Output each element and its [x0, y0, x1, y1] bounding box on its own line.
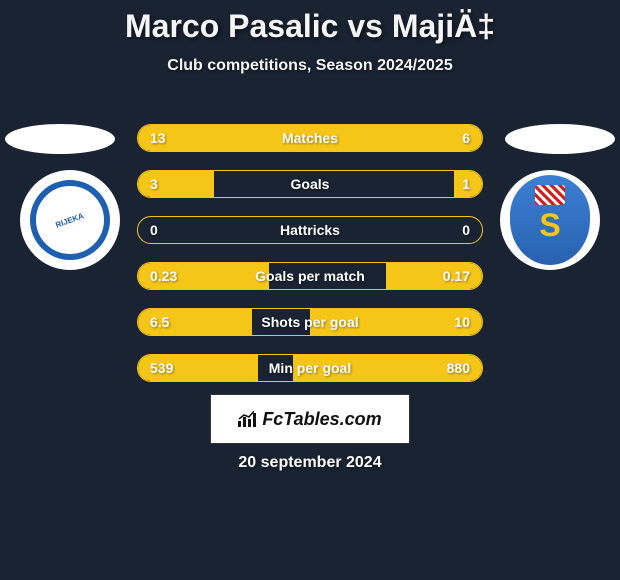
- club-badge-right: S: [500, 170, 600, 270]
- stat-value-right: 6: [462, 130, 470, 146]
- stats-container: 13 6 Matches 3 1 Goals 0 0 Hattricks 0.23 0.17 Goal…: [137, 124, 483, 400]
- stat-label: Shots per goal: [261, 314, 358, 330]
- stat-label: Min per goal: [269, 360, 351, 376]
- comparison-title: Marco Pasalic vs MajiÄ‡: [0, 0, 620, 45]
- club-badge-right-pattern: [535, 185, 565, 205]
- club-badge-left: RIJEKA: [20, 170, 120, 270]
- club-badge-left-ring: RIJEKA: [30, 180, 110, 260]
- stat-value-right: 10: [454, 314, 470, 330]
- stat-row: 539 880 Min per goal: [137, 354, 483, 382]
- comparison-date: 20 september 2024: [238, 454, 381, 472]
- player-shadow-right: [505, 124, 615, 154]
- comparison-subtitle: Club competitions, Season 2024/2025: [0, 57, 620, 75]
- branding-box: FcTables.com: [210, 394, 410, 444]
- stat-row: 13 6 Matches: [137, 124, 483, 152]
- stat-row: 0.23 0.17 Goals per match: [137, 262, 483, 290]
- stat-label: Goals per match: [255, 268, 365, 284]
- stat-value-right: 0.17: [443, 268, 470, 284]
- branding-text: FcTables.com: [262, 409, 381, 430]
- club-badge-right-shield: S: [510, 175, 590, 265]
- stat-value-right: 880: [447, 360, 470, 376]
- stat-row: 0 0 Hattricks: [137, 216, 483, 244]
- stat-value-left: 0.23: [150, 268, 177, 284]
- club-badge-right-letter: S: [539, 207, 560, 244]
- stat-value-right: 0: [462, 222, 470, 238]
- stat-label: Hattricks: [280, 222, 340, 238]
- stat-value-left: 539: [150, 360, 173, 376]
- stat-value-left: 6.5: [150, 314, 169, 330]
- chart-icon: [238, 411, 258, 427]
- stat-value-left: 0: [150, 222, 158, 238]
- stat-value-left: 3: [150, 176, 158, 192]
- club-badge-left-label: RIJEKA: [55, 211, 86, 229]
- stat-row: 6.5 10 Shots per goal: [137, 308, 483, 336]
- stat-value-right: 1: [462, 176, 470, 192]
- stat-label: Matches: [282, 130, 338, 146]
- stat-label: Goals: [291, 176, 330, 192]
- stat-row: 3 1 Goals: [137, 170, 483, 198]
- player-shadow-left: [5, 124, 115, 154]
- stat-value-left: 13: [150, 130, 166, 146]
